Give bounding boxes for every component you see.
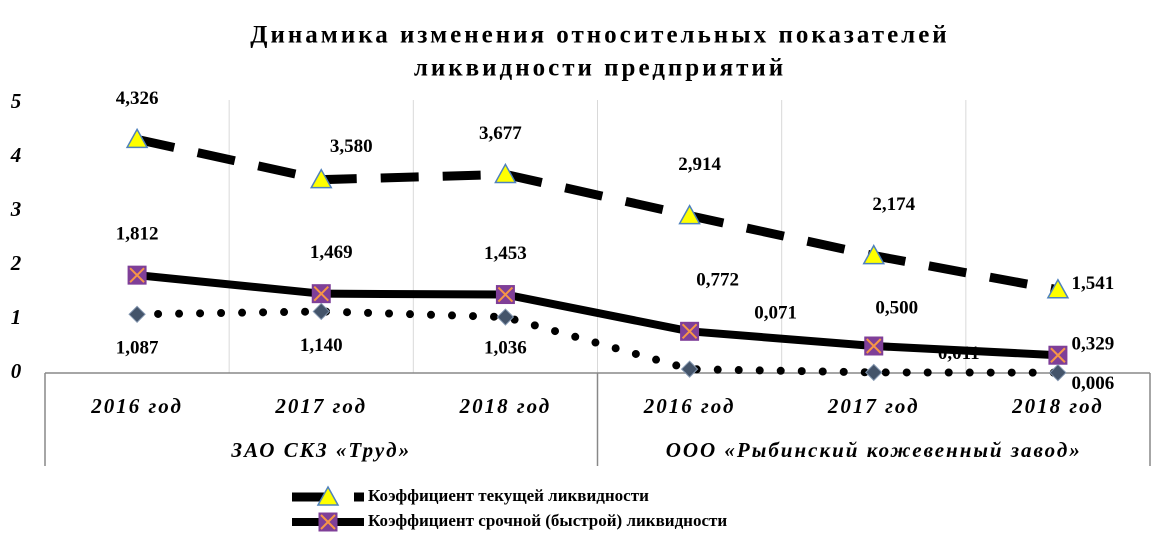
marker-cross <box>129 267 145 283</box>
data-label: 1,140 <box>300 335 343 356</box>
data-label: 0,006 <box>1072 373 1115 394</box>
x-tick-label: 2017 год <box>274 394 367 418</box>
group-label: ЗАО СКЗ «Труд» <box>230 438 411 462</box>
marker-cross <box>313 285 329 302</box>
series-line <box>136 134 1059 295</box>
marker <box>128 305 146 324</box>
marker <box>125 127 149 149</box>
data-label: 1,812 <box>116 224 159 245</box>
marker <box>862 244 886 265</box>
marker-cross <box>866 338 882 354</box>
series-line <box>133 307 1062 377</box>
legend-label: Коэффициент текущей ликвидности <box>368 486 649 505</box>
marker <box>496 308 515 326</box>
chart-title: ликвидности предприятий <box>414 55 786 82</box>
x-tick-label: 2017 год <box>827 394 920 418</box>
y-tick-label: 4 <box>10 143 22 167</box>
x-tick-label: 2016 год <box>90 394 183 418</box>
data-label: 0,772 <box>696 270 739 291</box>
chart-title: Динамика изменения относительных показат… <box>250 22 949 49</box>
data-label: 3,580 <box>330 136 373 157</box>
marker <box>680 360 699 378</box>
data-label: 1,453 <box>484 243 527 264</box>
marker <box>1046 278 1070 299</box>
marker-cross <box>497 286 514 303</box>
marker <box>494 162 517 184</box>
data-label: 3,677 <box>479 123 522 144</box>
x-tick-label: 2018 год <box>1011 394 1104 418</box>
data-label: 4,326 <box>116 88 159 109</box>
data-label: 0,500 <box>875 297 918 318</box>
data-label: 0,011 <box>938 343 980 364</box>
y-tick-label: 3 <box>10 197 22 221</box>
series-line <box>136 271 1059 360</box>
marker-cross <box>681 323 698 340</box>
y-tick-label: 0 <box>11 359 22 383</box>
x-tick-label: 2018 год <box>459 394 552 418</box>
marker <box>865 363 883 382</box>
data-label: 1,036 <box>484 337 527 358</box>
marker <box>316 485 340 506</box>
marker-cross <box>1050 347 1066 363</box>
marker <box>1049 363 1067 382</box>
marker-cross <box>320 514 336 530</box>
group-label: ООО «Рыбинский кожевенный завод» <box>666 438 1082 462</box>
data-label: 0,329 <box>1072 334 1115 355</box>
data-label: 0,071 <box>754 303 797 324</box>
marker <box>678 204 701 225</box>
data-label: 1,087 <box>116 338 159 359</box>
y-tick-label: 2 <box>10 251 22 275</box>
data-label: 1,469 <box>310 242 353 263</box>
marker <box>309 168 333 189</box>
y-tick-label: 1 <box>11 305 22 329</box>
legend-label: Коэффициент срочной (быстрой) ликвидност… <box>368 511 727 530</box>
data-label: 2,914 <box>678 154 721 175</box>
data-label: 2,174 <box>872 194 915 215</box>
x-tick-label: 2016 год <box>643 394 736 418</box>
data-label: 1,541 <box>1072 273 1115 294</box>
y-tick-label: 5 <box>11 89 22 113</box>
marker <box>312 302 330 321</box>
